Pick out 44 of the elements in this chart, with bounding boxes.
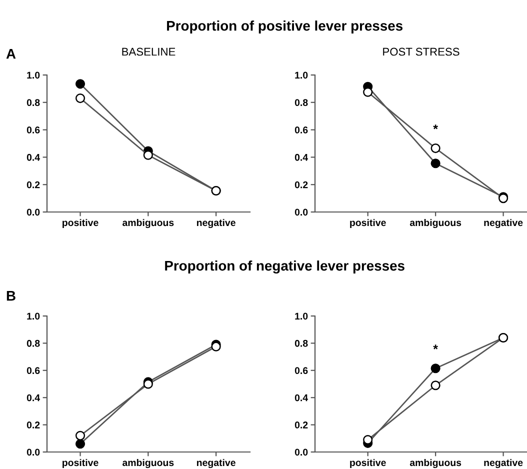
y-tick-label: 1.0 (295, 72, 308, 79)
y-tick-label: 0.8 (26, 340, 40, 347)
chart-title: POST STRESS (383, 48, 460, 56)
y-tick-label: 0.6 (26, 126, 40, 134)
y-tick-label: 0.0 (294, 208, 308, 216)
y-tick-label: 0.0 (26, 208, 40, 216)
x-tick-label: negative (484, 218, 523, 228)
y-tick-label: 0.4 (26, 154, 40, 161)
x-tick-label: ambiguous (122, 458, 174, 468)
y-tick-label: 1.0 (27, 312, 40, 320)
y-tick-label: 0.8 (26, 99, 40, 106)
annotation: * (433, 124, 438, 130)
x-tick-label: ambiguous (410, 458, 462, 468)
y-tick-label: 0.4 (294, 154, 308, 161)
x-tick-label: positive (62, 458, 98, 468)
text: B (6, 291, 16, 301)
y-tick-label: 0.6 (294, 367, 308, 374)
y-tick-label: 0.0 (26, 448, 40, 456)
y-tick-label: 0.6 (294, 126, 308, 134)
y-tick-label: 0.2 (294, 422, 308, 428)
x-tick-label: ambiguous (410, 218, 462, 228)
x-tick-label: negative (484, 458, 523, 468)
annotation: * (433, 344, 438, 350)
text: A (6, 49, 16, 59)
y-tick-label: 0.0 (294, 448, 308, 456)
y-tick-label: 0.2 (26, 422, 40, 428)
y-tick-label: 0.2 (294, 181, 308, 188)
x-tick-label: negative (196, 458, 236, 468)
y-tick-label: 0.8 (294, 340, 308, 347)
x-tick-label: ambiguous (122, 218, 174, 228)
y-tick-label: 0.8 (294, 99, 308, 106)
text: Proportion of negative lever presses (165, 260, 404, 274)
text: Proportion of positive lever presses (167, 20, 402, 34)
y-tick-label: 1.0 (27, 72, 40, 79)
x-tick-label: negative (196, 218, 236, 228)
y-tick-label: 0.6 (26, 367, 40, 374)
y-tick-label: 0.4 (294, 394, 308, 402)
x-tick-label: positive (350, 458, 386, 468)
x-tick-label: positive (350, 218, 386, 228)
x-tick-label: positive (62, 218, 98, 228)
chart-title: BASELINE (122, 48, 176, 56)
y-tick-label: 0.2 (26, 181, 40, 188)
y-tick-label: 0.4 (26, 394, 40, 402)
y-tick-label: 1.0 (295, 312, 308, 320)
